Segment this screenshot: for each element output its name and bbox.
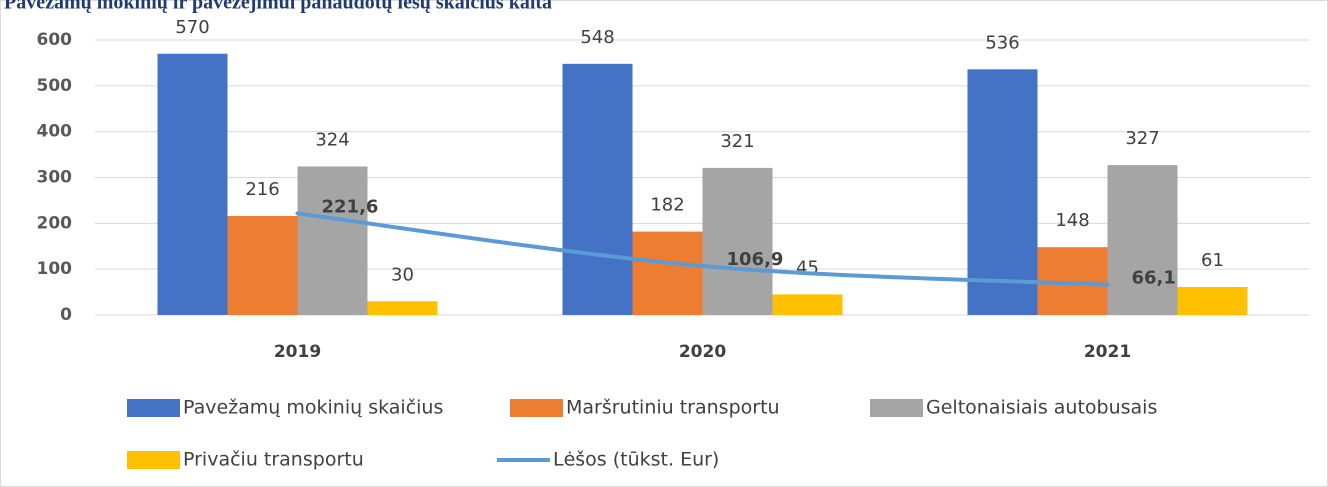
legend-swatch: [127, 399, 180, 417]
data-label: 570: [175, 17, 209, 38]
line-label: 66,1: [1132, 268, 1176, 289]
data-label: 61: [1201, 250, 1224, 271]
y-tick-label: 500: [37, 76, 73, 96]
y-tick-label: 0: [60, 305, 72, 325]
line-label: 221,6: [322, 196, 379, 217]
line-label: 106,9: [727, 249, 784, 270]
legend-label: Privačiu transportu: [183, 449, 364, 471]
data-label: 321: [720, 131, 754, 152]
legend-label: Geltonaisiais autobusais: [926, 397, 1157, 419]
bar: [227, 216, 298, 315]
data-label: 324: [315, 130, 349, 151]
line: [295, 211, 1110, 287]
bar: [1107, 165, 1178, 315]
bar: [632, 231, 703, 315]
legend-label: Lėšos (tūkst. Eur): [553, 449, 719, 471]
legend-label: Maršrutiniu transportu: [566, 397, 780, 419]
bar: [967, 69, 1038, 315]
data-label: 30: [391, 264, 414, 285]
y-tick-label: 200: [37, 213, 73, 233]
legend-swatch: [127, 451, 180, 469]
y-tick-label: 600: [37, 30, 73, 50]
data-label: 148: [1055, 210, 1089, 231]
bar: [702, 167, 773, 315]
legend-label: Pavežamų mokinių skaičius: [183, 397, 443, 419]
data-label: 548: [580, 27, 614, 48]
data-label: 327: [1125, 128, 1159, 149]
bar: [297, 166, 368, 315]
x-tick-label: 2020: [679, 342, 726, 362]
x-tick-label: 2019: [274, 342, 321, 362]
legend-swatch: [870, 399, 923, 417]
y-tick-label: 400: [37, 122, 73, 142]
bar: [562, 63, 633, 316]
bar: [1177, 287, 1248, 315]
chart-title: Pavežamų mokinių ir pavežėjimui panaudot…: [4, 0, 552, 14]
y-tick-label: 300: [37, 168, 73, 188]
y-tick-label: 100: [37, 259, 73, 279]
data-label: 182: [650, 195, 684, 216]
bar: [367, 301, 438, 315]
data-label: 216: [245, 179, 279, 200]
legend-swatch: [510, 399, 563, 417]
bar: [772, 294, 843, 315]
data-label: 536: [985, 32, 1019, 53]
bar: [157, 53, 228, 315]
x-tick-label: 2021: [1084, 342, 1131, 362]
